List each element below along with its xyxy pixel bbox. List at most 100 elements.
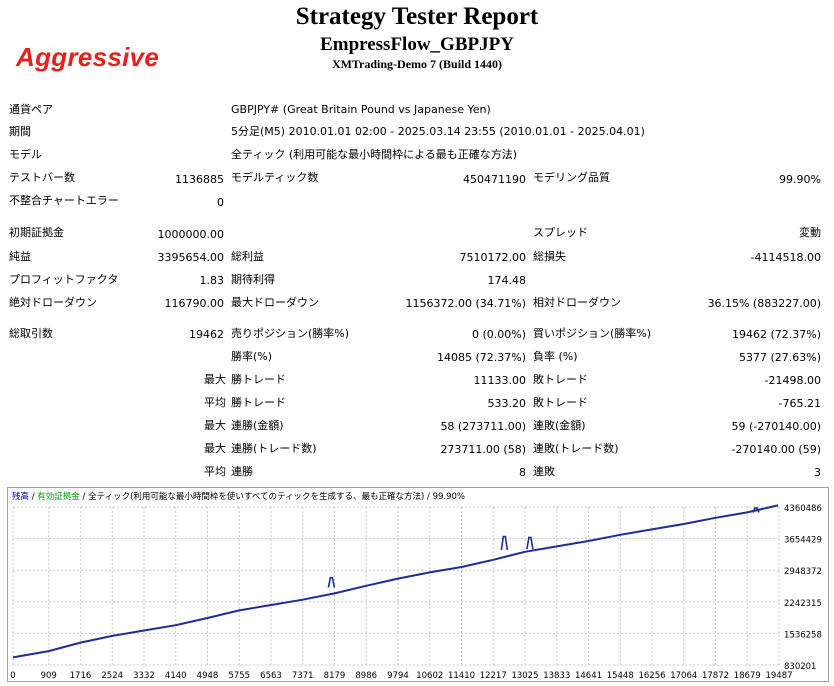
legend-quality: 99.90%: [433, 492, 465, 502]
average-consecutive-wins-label: 連勝: [231, 465, 253, 478]
profit-factor-label: プロフィットファクタ: [9, 273, 119, 286]
legend-equity: 有効証拠金: [37, 491, 80, 502]
x-tick-label: 3332: [133, 671, 155, 681]
max-consecutive-money-label: 最大: [204, 419, 226, 432]
largest-label: 最大: [204, 373, 226, 386]
equity-spike: [500, 535, 509, 551]
server-build: XMTrading-Demo 7 (Build 1440): [331, 57, 503, 71]
x-tick-label: 8179: [324, 671, 346, 681]
x-tick-label: 15448: [607, 671, 634, 681]
model-label: モデル: [9, 148, 42, 161]
x-tick-label: 17064: [670, 671, 697, 681]
net-profit-value: 3395654.00: [157, 251, 224, 264]
x-tick-label: 8986: [355, 671, 377, 681]
expected-payoff-label: 期待利得: [231, 273, 275, 286]
average-label: 平均: [204, 396, 226, 409]
balance-chart: 残高 / 有効証拠金 / 全ティック(利用可能な最小時間枠を使いすべてのティック…: [7, 487, 829, 682]
symbol-label: 通貨ペア: [9, 103, 53, 116]
average-loss-value: -765.21: [778, 397, 821, 410]
gross-loss-label: 総損失: [533, 250, 566, 263]
max-drawdown-value: 1156372.00 (34.71%): [405, 297, 526, 310]
bars-label: テストバー数: [9, 171, 75, 184]
consecutive-losses-count-label: 連敗(トレード数): [533, 442, 619, 455]
consecutive-wins-count-label: 連勝(トレード数): [231, 442, 317, 455]
largest-loss-value: -21498.00: [764, 374, 821, 387]
mismatch-value: 0: [217, 196, 224, 209]
short-positions-value: 0 (0.00%): [471, 328, 526, 341]
legend-separator: /: [80, 492, 88, 502]
x-tick-label: 19487: [765, 671, 792, 681]
gross-profit-label: 総利益: [231, 250, 264, 263]
x-tick-label: 10602: [416, 671, 443, 681]
balance-line: [12, 504, 779, 659]
gross-loss-value: -4114518.00: [750, 251, 821, 264]
long-positions-label: 買いポジション(勝率%): [533, 327, 652, 340]
x-tick-label: 11410: [448, 671, 475, 681]
y-tick-label: 2948372: [784, 567, 822, 577]
ticks-value: 450471190: [463, 173, 526, 186]
average-consecutive-wins-value: 8: [519, 466, 526, 479]
model-value: 全ティック (利用可能な最小時間枠による最も正確な方法): [231, 148, 518, 161]
spread-label: スプレッド: [533, 226, 588, 239]
short-positions-label: 売りポジション(勝率%): [231, 327, 350, 340]
spread-value: 変動: [799, 226, 821, 239]
ea-name: EmpressFlow_GBPJPY: [320, 34, 514, 55]
quality-value: 99.90%: [779, 173, 821, 186]
gross-profit-value: 7510172.00: [459, 251, 526, 264]
net-profit-label: 純益: [9, 250, 31, 263]
deposit-label: 初期証拠金: [9, 226, 64, 239]
legend-balance: 残高: [12, 491, 29, 502]
relative-drawdown-label: 相対ドローダウン: [533, 296, 621, 309]
equity-spike: [526, 536, 534, 550]
period-value: 5分足(M5) 2010.01.01 02:00 - 2025.03.14 23…: [231, 125, 645, 138]
x-tick-label: 2524: [101, 671, 123, 681]
x-tick-label: 12217: [480, 671, 507, 681]
equity-spike: [327, 576, 336, 588]
absolute-drawdown-value: 116790.00: [164, 297, 225, 310]
y-tick-label: 830201: [784, 662, 816, 672]
bars-value: 1136885: [175, 173, 224, 186]
x-tick-label: 9794: [387, 671, 409, 681]
consecutive-wins-money-label: 連勝(金額): [231, 419, 284, 432]
x-tick-label: 4948: [197, 671, 219, 681]
expected-payoff-value: 174.48: [487, 274, 527, 287]
x-tick-label: 4140: [165, 671, 187, 681]
loss-rate-value: 5377 (27.63%): [738, 351, 821, 364]
y-tick-label: 2242315: [784, 599, 822, 609]
average-win-label: 勝トレード: [231, 396, 286, 409]
long-positions-value: 19462 (72.37%): [731, 328, 821, 341]
consecutive-wins-count-value: 273711.00 (58): [440, 443, 526, 456]
legend-separator: /: [424, 492, 432, 502]
x-tick-label: 6563: [260, 671, 282, 681]
average-consecutive-label: 平均: [204, 465, 226, 478]
average-consecutive-losses-value: 3: [814, 466, 821, 479]
total-trades-value: 19462: [189, 328, 224, 341]
x-tick-label: 5755: [228, 671, 250, 681]
max-drawdown-label: 最大ドローダウン: [231, 296, 319, 309]
x-axis-labels: 0 909 1716 2524 3332 4140 4948 5755 6563 7371 8179…: [10, 671, 792, 681]
consecutive-losses-money-label: 連敗(金額): [533, 419, 586, 432]
y-tick-label: 3654429: [784, 536, 822, 546]
deposit-value: 1000000.00: [157, 228, 224, 241]
win-rate-value: 14085 (72.37%): [436, 351, 526, 364]
consecutive-losses-count-value: -270140.00 (59): [731, 443, 821, 456]
relative-drawdown-value: 36.15% (883227.00): [707, 297, 821, 310]
largest-win-label: 勝トレード: [231, 373, 286, 386]
x-tick-label: 7371: [292, 671, 314, 681]
x-tick-label: 13025: [511, 671, 538, 681]
average-consecutive-losses-label: 連敗: [533, 465, 555, 478]
symbol-value: GBPJPY# (Great Britain Pound vs Japanese…: [231, 103, 491, 116]
mismatch-label: 不整合チャートエラー: [9, 194, 119, 207]
period-label: 期間: [9, 125, 31, 138]
consecutive-losses-money-value: 59 (-270140.00): [731, 420, 821, 433]
absolute-drawdown-label: 絶対ドローダウン: [9, 296, 97, 309]
legend-model: 全ティック(利用可能な最小時間枠を使いすべてのティックを生成する、最も正確な方法…: [88, 491, 424, 502]
x-tick-label: 0: [10, 671, 15, 681]
largest-loss-label: 敗トレード: [533, 373, 588, 386]
ticks-label: モデルティック数: [231, 171, 319, 184]
svg-text:残高 / 有効証拠金 / 全ティック(利用可能な最小時間枠を: 残高 / 有効証拠金 / 全ティック(利用可能な最小時間枠を使いすべてのティック…: [12, 491, 465, 502]
legend-separator: /: [29, 492, 37, 502]
x-tick-label: 18679: [734, 671, 761, 681]
average-loss-label: 敗トレード: [533, 396, 588, 409]
x-tick-label: 16256: [638, 671, 665, 681]
